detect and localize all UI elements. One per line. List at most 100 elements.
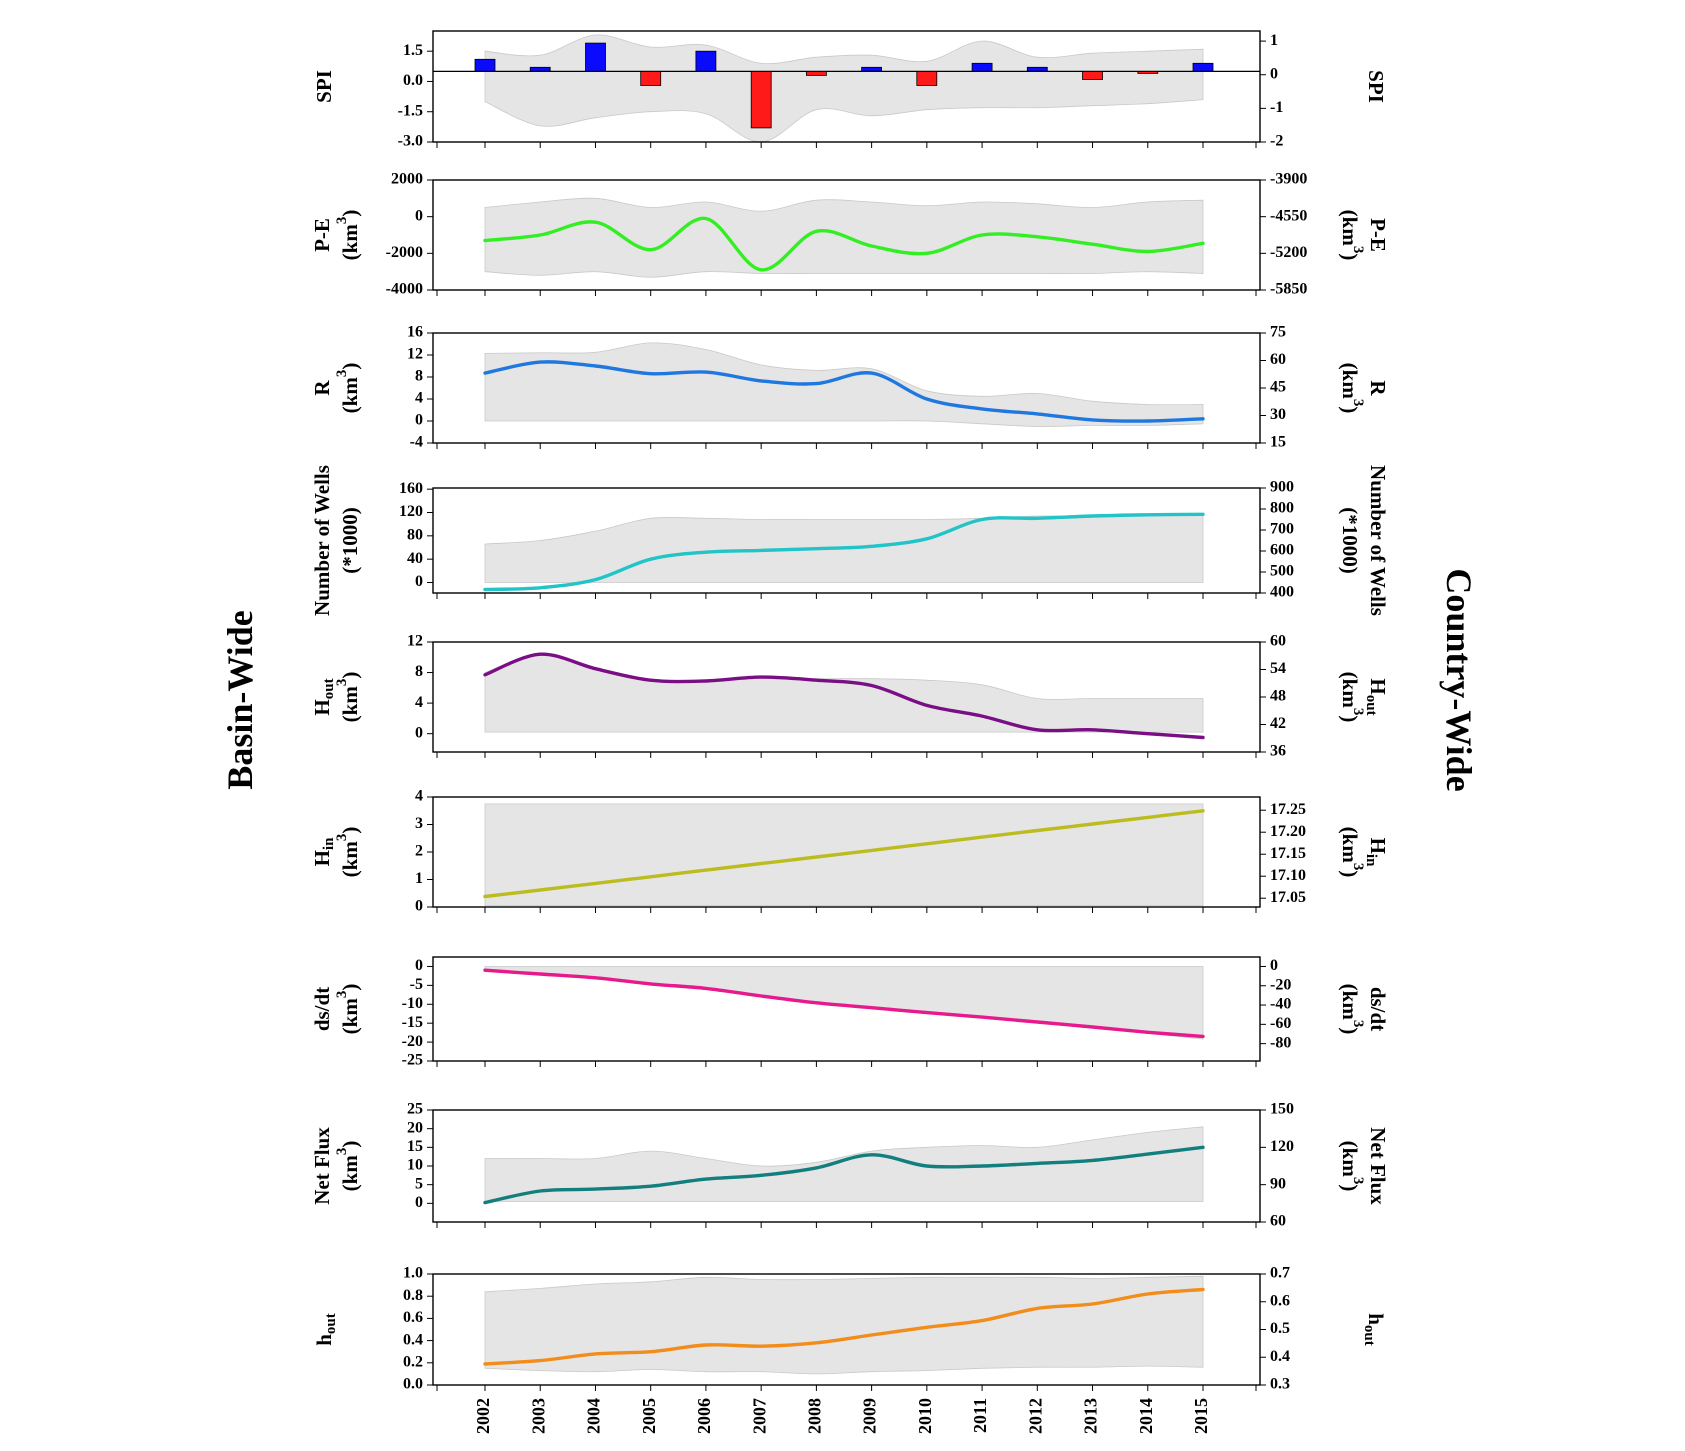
panel-spi: -3.0 -1.5 0.0 1.5 -2 -1 0 1 SPI SPI [312,30,1388,150]
hout_small-ytick-label-left: 0.0 [403,1376,423,1393]
pe-ylabel-left-line-1: (km3) [334,210,361,261]
r-ytick-label-left: 16 [407,324,423,341]
hout-ytick-label-left: 0 [415,724,423,741]
r-ytick-label-right: 15 [1270,434,1286,451]
netflux-ylabel-right-close-1: ) [1338,1184,1362,1191]
pe-ylabel-right: P-E(km3) [1338,210,1390,261]
r-ytick-label-left: 0 [415,412,423,429]
hin-ylabel-left: Hin (km3) [310,827,362,878]
hout-ylabel-left-line-1: (km3) [334,672,361,723]
spi-bar-2004 [585,42,606,72]
dsdt-ylabel-left-text-1: (km [338,998,362,1035]
hin-line [483,809,1205,899]
hin-ytick-label-left: 2 [415,843,423,860]
r-ylabel-right: R(km3) [1338,363,1390,414]
netflux-ylabel-left-line-0: Net Flux [310,1127,334,1205]
dsdt-ylabel-right-line-1: (km3) [1338,984,1365,1035]
wells-ytick-label-right: 700 [1270,521,1294,538]
r-ylabel-left-text-1: (km [338,377,362,414]
pe-ytick-label-right: -5850 [1270,281,1307,298]
year-axis: 2002 2003 2004 2005 2006 2007 2008 2009 2010 2011… [473,1398,1211,1434]
panel-wells: 0 40 80 120 160 400 500 600 700 800 900 Number of W… [310,465,1390,616]
spi-ytick-label-right: -1 [1270,99,1283,116]
spi-ylabel-right: SPI [1364,70,1388,103]
dsdt-ytick-label-right: -20 [1270,976,1291,993]
hout_small-ylabel-left-line-0: hout [312,1313,340,1346]
spi-bar-2002 [474,58,496,72]
hout-ylabel-right-sub-0: out [1363,695,1379,716]
r-ytick-label-left: -4 [410,434,423,451]
spi-ytick-label-left: -3.0 [398,133,423,150]
dsdt-ytick-label-left: -15 [402,1014,423,1031]
netflux-ylabel-right-text-1: (km [1338,1141,1362,1178]
hin-ytick-label-left: 0 [415,898,423,915]
hout-ylabel-left-sub-0: out [321,678,337,699]
hout-ylabel-left-text-1: (km [338,686,362,723]
hout_small-ytick-label-right: 0.5 [1270,1320,1290,1337]
basin-wide-label: Basin-Wide [220,610,260,789]
dsdt-ytick-label-left: -20 [402,1033,423,1050]
pe-ylabel-left-close-1: ) [338,210,362,217]
spi-bar-2007 [750,71,772,129]
dsdt-ytick-label-left: 0 [415,957,423,974]
pe-ytick-label-left: -2000 [386,244,423,261]
hout-ylabel-right-close-1: ) [1338,715,1362,722]
hout-ylabel-right: Hout(km3) [1338,672,1390,723]
r-ytick-label-left: 4 [415,390,423,407]
spi-bar-2013 [1082,71,1103,80]
hout-ylabel-left-text-0: H [310,699,334,715]
r-ylabel-left-text-0: R [310,380,334,396]
netflux-ytick-label-left: 20 [407,1119,423,1136]
year-label-2004: 2004 [584,1398,604,1434]
hout_small-ylabel-left-sub-0: out [323,1313,339,1334]
side-labels: Basin-Wide Country-Wide [220,568,1479,791]
pe-ylabel-right-text-1: (km [1338,210,1362,247]
wells-ylabel-left-text-1: (*1000) [338,507,362,574]
netflux-ytick-label-left: 25 [407,1101,423,1118]
pe-ylabel-right-text-0: P-E [1366,218,1390,252]
dsdt-ytick-label-right: -80 [1270,1034,1291,1051]
dsdt-ytick-label-right: -60 [1270,1015,1291,1032]
netflux-ylabel-right: Net Flux(km3) [1338,1127,1390,1205]
netflux-ytick-label-left: 15 [407,1138,423,1155]
hout_small-ytick-label-left: 0.6 [403,1309,423,1326]
year-label-2012: 2012 [1025,1398,1045,1434]
year-label-2007: 2007 [749,1398,769,1434]
r-ytick-label-left: 8 [415,368,423,385]
pe-line [483,216,1205,272]
netflux-ylabel-right-text-0: Net Flux [1366,1127,1390,1205]
year-label-2002: 2002 [473,1398,493,1434]
dsdt-ylabel-right-text-1: (km [1338,984,1362,1021]
hin-ylabel-right-line-0: Hin [1363,838,1391,868]
hin-ylabel-right: Hin(km3) [1338,827,1390,878]
r-ylabel-right-text-0: R [1366,380,1390,396]
hin-ytick-label-left: 1 [415,870,423,887]
hout-ylabel-right-text-1: (km [1338,672,1362,709]
dsdt-ytick-label-left: -25 [402,1052,423,1069]
dsdt-ylabel-right-sup-1: 3 [1350,1020,1366,1028]
spi-ylabel-left-line-0: SPI [312,70,336,103]
r-ylabel-left: R (km3) [310,363,362,414]
year-label-2013: 2013 [1081,1398,1101,1434]
hout-line [483,652,1205,740]
hout_small-ytick-label-left: 0.2 [403,1353,423,1370]
r-ytick-label-right: 45 [1270,379,1286,396]
dsdt-ylabel-left-line-0: ds/dt [310,987,334,1031]
netflux-ylabel-left-close-1: ) [338,1141,362,1148]
year-label-2003: 2003 [528,1398,548,1434]
hout_small-range-band [484,1275,1204,1375]
dsdt-ylabel-left-line-1: (km3) [334,984,361,1035]
hout-ylabel-left-close-1: ) [338,672,362,679]
pe-ylabel-left-text-0: P-E [310,218,334,252]
hout-ylabel-right-sup-1: 3 [1350,708,1366,716]
hin-ylabel-left-line-0: Hin [310,837,338,867]
wells-ylabel-left-line-0: Number of Wells [310,465,334,616]
wells-ylabel-left-text-0: Number of Wells [310,465,334,616]
dsdt-ylabel-left-text-0: ds/dt [310,987,334,1031]
r-ylabel-left-close-1: ) [338,363,362,370]
dsdt-ytick-label-left: -10 [402,995,423,1012]
hin-ylabel-right-close-1: ) [1338,870,1362,877]
hin-ylabel-right-sup-1: 3 [1350,863,1366,871]
